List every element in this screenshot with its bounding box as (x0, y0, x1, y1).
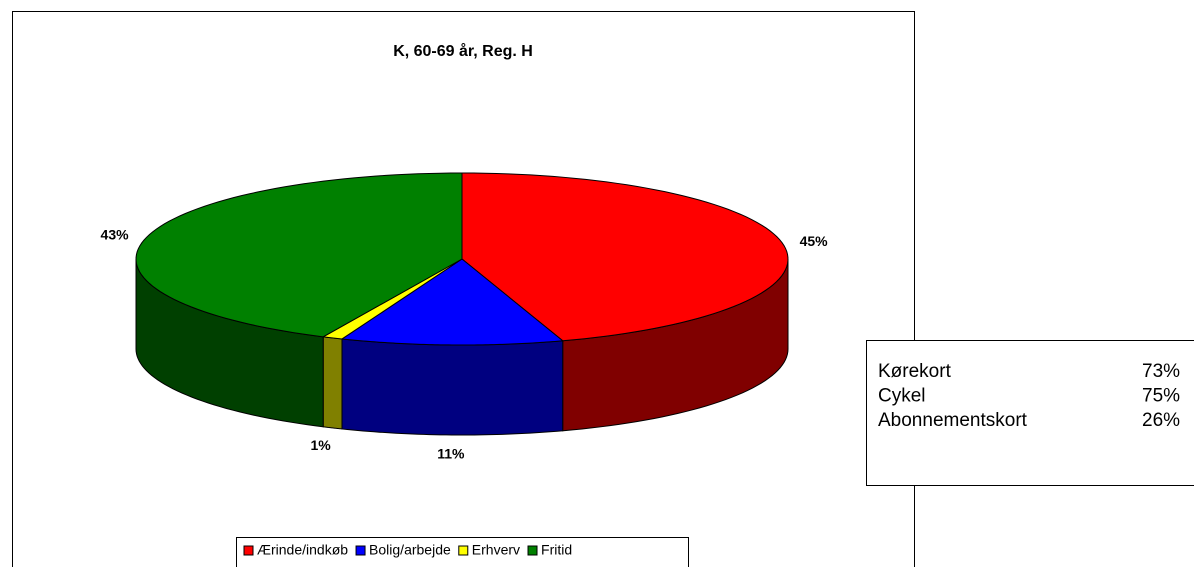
info-value: 75% (1142, 386, 1180, 407)
chart-title: K, 60-69 år, Reg. H (393, 42, 533, 60)
data-label: 43% (101, 227, 130, 243)
legend-swatch (459, 546, 468, 555)
info-value: 26% (1142, 410, 1180, 431)
data-label: 11% (437, 446, 465, 462)
data-label: 1% (310, 437, 331, 453)
legend-swatch (244, 546, 253, 555)
info-label: Abonnementskort (878, 410, 1028, 431)
data-label: 45% (800, 233, 829, 249)
legend-label: Fritid (541, 542, 572, 558)
info-value: 73% (1142, 361, 1180, 382)
legend-label: Ærinde/indkøb (257, 542, 348, 558)
legend-label: Bolig/arbejde (369, 542, 451, 558)
info-label: Kørekort (878, 361, 952, 382)
slice-side (342, 339, 563, 435)
legend-label: Erhverv (472, 542, 520, 558)
slice-side (323, 337, 342, 429)
legend-swatch (528, 546, 537, 555)
legend-swatch (356, 546, 365, 555)
info-label: Cykel (878, 386, 926, 407)
